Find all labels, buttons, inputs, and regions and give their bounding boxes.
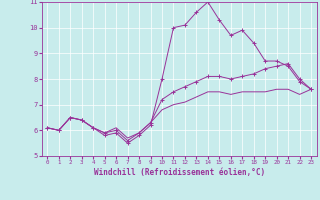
X-axis label: Windchill (Refroidissement éolien,°C): Windchill (Refroidissement éolien,°C) [94, 168, 265, 177]
